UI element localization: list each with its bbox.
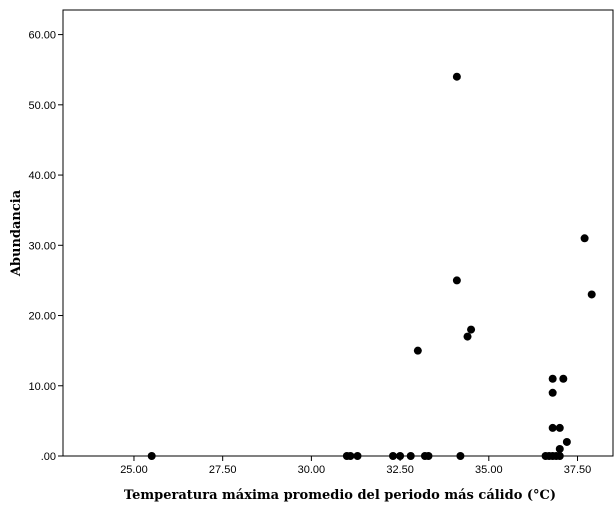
data-point [406,452,415,460]
data-point [555,423,564,432]
y-axis-ticks: .00 10.00 20.00 30.00 40.00 50.00 60.00 [28,30,63,463]
x-axis-title: Temperatura máxima promedio del periodo … [124,488,556,503]
x-tick-label: 30.00 [298,464,326,476]
y-tick-label: 40.00 [28,170,56,182]
y-tick-label: 60.00 [28,30,56,42]
y-tick-label: 50.00 [28,100,56,112]
y-tick-label: .00 [41,451,56,463]
plot-frame [62,9,614,457]
x-tick-label: 25.00 [120,464,148,476]
data-point [559,374,568,383]
data-point [555,452,564,460]
data-point [562,437,571,446]
data-point [548,374,557,383]
y-tick-label: 10.00 [28,381,56,393]
data-point [396,452,405,460]
data-points [147,72,596,460]
data-point [456,452,465,460]
data-point [548,388,557,397]
data-point [463,332,472,341]
data-point [147,452,156,460]
x-tick-label: 35.00 [475,464,503,476]
y-tick-label: 20.00 [28,311,56,323]
data-point [548,423,557,432]
data-point [580,234,589,243]
x-tick-label: 37.50 [564,464,592,476]
data-point [452,72,461,81]
data-point [389,452,397,460]
data-point [424,452,433,460]
data-point [452,276,461,285]
data-point [587,290,596,299]
y-axis-title: Abundancia [9,189,24,277]
x-tick-label: 32.50 [386,464,414,476]
x-axis-ticks: 25.00 27.50 30.00 32.50 35.00 37.50 [120,456,591,476]
data-point [555,444,564,453]
data-point [353,452,362,460]
data-point [413,346,422,355]
y-tick-label: 30.00 [28,240,56,252]
data-point [467,325,476,334]
data-point [346,452,355,460]
x-tick-label: 27.50 [209,464,237,476]
